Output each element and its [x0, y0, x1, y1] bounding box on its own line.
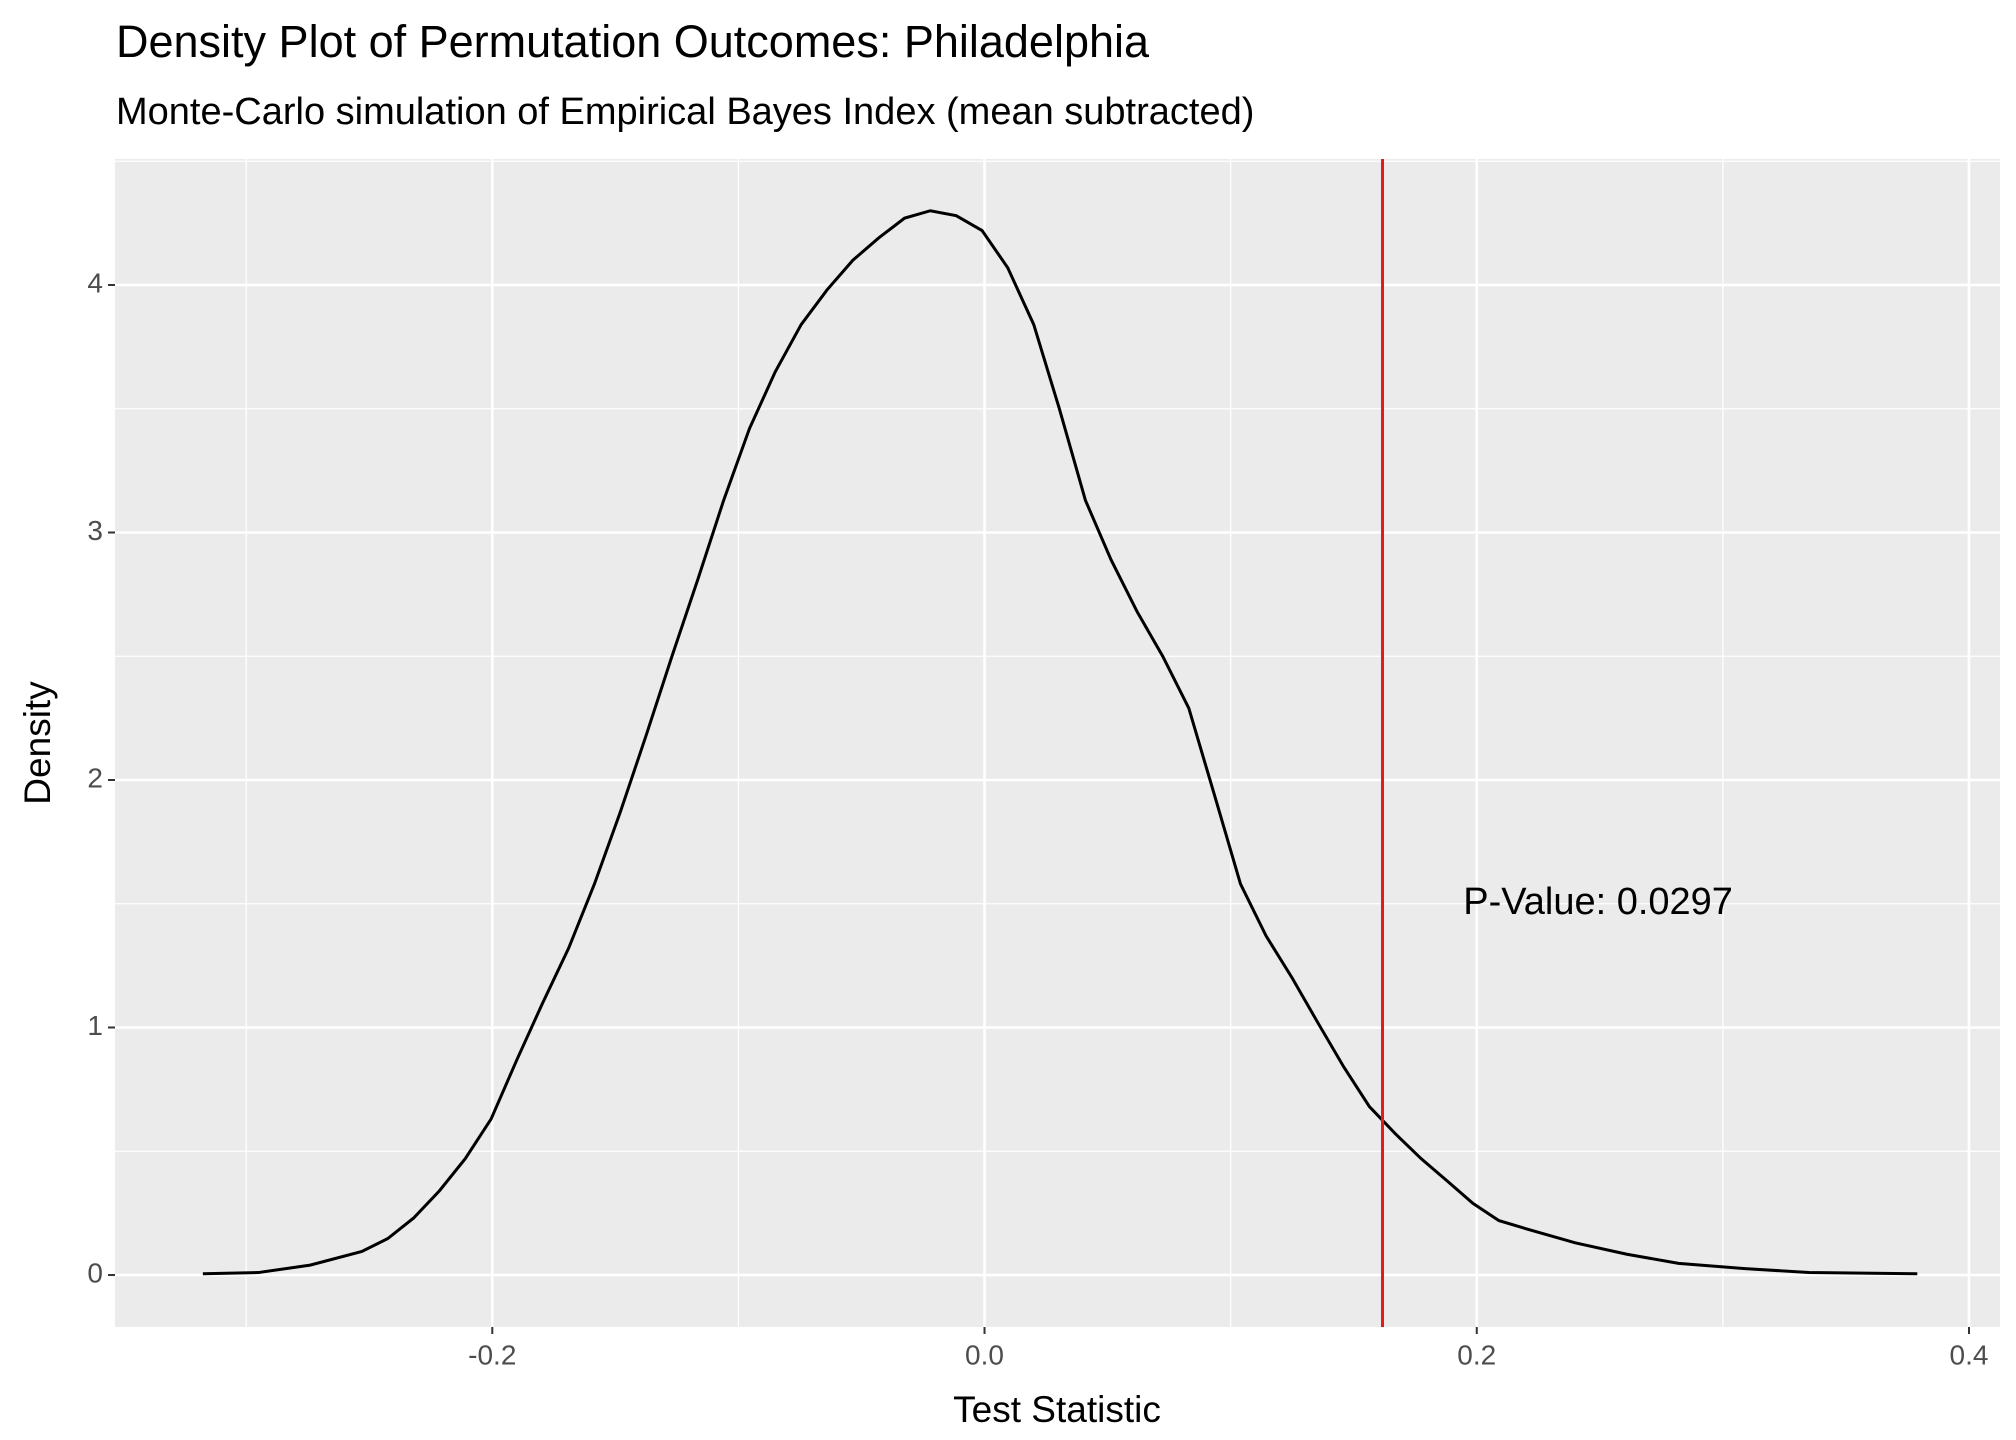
- plot-panel: [115, 159, 2000, 1327]
- x-tick-label: 0.0: [965, 1339, 1004, 1370]
- annotation: P-Value: 0.0297: [1463, 881, 1733, 923]
- y-axis-title: Density: [17, 681, 58, 805]
- x-tick-label: 0.2: [1457, 1339, 1496, 1370]
- x-tick-label: 0.4: [1950, 1339, 1989, 1370]
- x-tick-label: -0.2: [468, 1339, 516, 1370]
- chart-title: Density Plot of Permutation Outcomes: Ph…: [116, 16, 1150, 67]
- y-tick-label: 2: [87, 762, 103, 793]
- density-curve: [202, 209, 1918, 1276]
- y-tick-label: 0: [87, 1257, 103, 1288]
- x-axis-title: Test Statistic: [953, 1389, 1161, 1430]
- y-tick-label: 4: [87, 267, 103, 298]
- y-tick-label: 3: [87, 515, 103, 546]
- y-tick-label: 1: [87, 1010, 103, 1041]
- chart-subtitle: Monte-Carlo simulation of Empirical Baye…: [116, 91, 1254, 133]
